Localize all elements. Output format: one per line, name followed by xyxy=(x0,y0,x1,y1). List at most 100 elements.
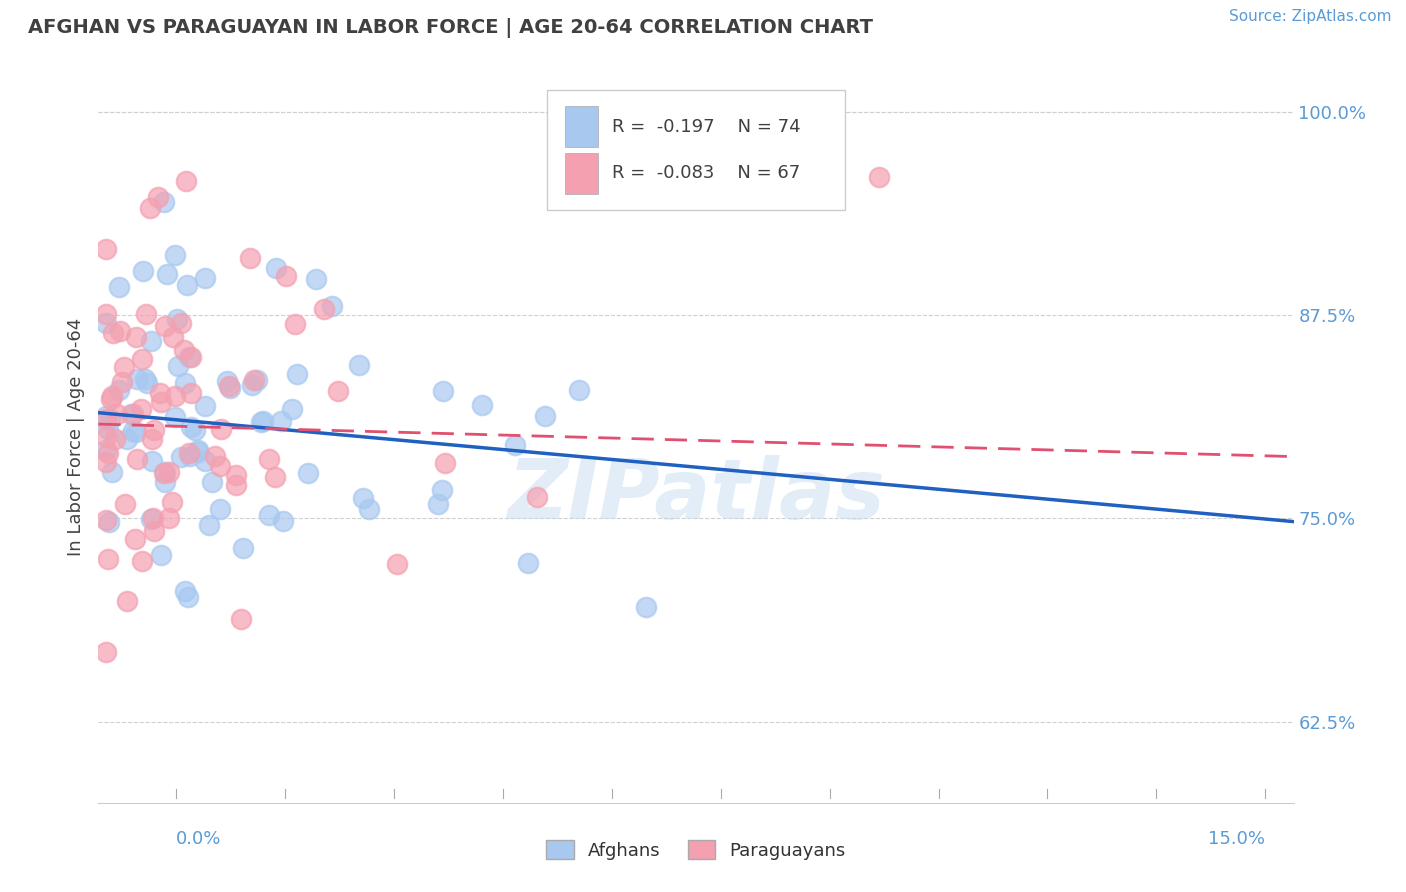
Point xyxy=(141,454,163,468)
Point xyxy=(125,425,148,439)
Point xyxy=(166,311,188,326)
Point xyxy=(173,583,195,598)
Point xyxy=(517,556,540,570)
Point xyxy=(264,260,287,275)
Point xyxy=(155,475,177,490)
Legend: Afghans, Paraguayans: Afghans, Paraguayans xyxy=(540,833,852,867)
Point xyxy=(240,377,263,392)
Point xyxy=(427,497,450,511)
Point xyxy=(101,389,124,403)
Point xyxy=(252,414,274,428)
Point xyxy=(141,512,163,526)
Point xyxy=(96,512,118,526)
Point xyxy=(124,533,146,547)
Point xyxy=(157,510,180,524)
Point xyxy=(167,359,190,373)
Point xyxy=(97,551,120,566)
Point xyxy=(250,416,273,430)
Point xyxy=(385,558,408,572)
Point xyxy=(177,446,200,460)
Point xyxy=(304,271,326,285)
Point xyxy=(194,270,217,285)
Point xyxy=(141,334,163,348)
Point xyxy=(105,407,128,421)
Point xyxy=(170,450,193,464)
Point xyxy=(98,411,121,425)
Point xyxy=(281,401,304,416)
Point xyxy=(180,350,202,364)
Point xyxy=(297,466,319,480)
Point xyxy=(165,410,187,425)
Point xyxy=(146,189,169,203)
Point xyxy=(162,329,184,343)
Point xyxy=(201,475,224,489)
Point xyxy=(174,376,197,391)
Point xyxy=(131,351,153,366)
Point xyxy=(121,424,143,438)
Text: 0.0%: 0.0% xyxy=(176,830,221,847)
Point xyxy=(471,398,494,412)
Point xyxy=(176,590,198,604)
Point xyxy=(270,414,292,428)
Point xyxy=(568,383,591,397)
Point xyxy=(176,277,198,292)
Point xyxy=(152,194,174,209)
Bar xyxy=(565,153,598,194)
Point xyxy=(104,432,127,446)
Point xyxy=(153,465,176,479)
Point xyxy=(193,400,215,414)
Point xyxy=(314,301,336,316)
Point xyxy=(187,444,209,458)
Point xyxy=(173,343,195,358)
Point xyxy=(257,452,280,467)
Point xyxy=(115,594,138,608)
Point xyxy=(153,319,176,334)
Point xyxy=(96,442,118,457)
Point xyxy=(259,508,281,522)
Point xyxy=(180,420,202,434)
Point xyxy=(170,316,193,330)
Text: AFGHAN VS PARAGUAYAN IN LABOR FORCE | AGE 20-64 CORRELATION CHART: AFGHAN VS PARAGUAYAN IN LABOR FORCE | AG… xyxy=(28,18,873,37)
Point xyxy=(139,201,162,215)
Point xyxy=(96,430,118,444)
Point xyxy=(100,392,122,406)
Point xyxy=(141,432,163,446)
Point xyxy=(115,433,138,447)
Point xyxy=(143,424,166,438)
Point xyxy=(142,524,165,538)
Point xyxy=(328,384,350,398)
Point xyxy=(225,467,247,482)
Point xyxy=(163,248,186,262)
Point xyxy=(96,307,118,321)
Point xyxy=(239,252,262,266)
Point xyxy=(135,307,157,321)
Point xyxy=(179,450,201,464)
Point xyxy=(229,612,252,626)
Point xyxy=(96,242,118,256)
Point xyxy=(101,465,124,479)
Point xyxy=(174,173,197,187)
Point xyxy=(533,409,555,423)
Point xyxy=(321,299,343,313)
Point xyxy=(198,518,221,533)
Point xyxy=(432,483,454,497)
Text: Source: ZipAtlas.com: Source: ZipAtlas.com xyxy=(1229,9,1392,24)
Point xyxy=(112,360,135,375)
Point xyxy=(209,502,232,516)
Point xyxy=(121,407,143,421)
Point xyxy=(217,374,239,388)
Point xyxy=(98,515,121,529)
Point xyxy=(526,490,548,504)
Point xyxy=(152,466,174,480)
Point xyxy=(101,326,124,341)
Point xyxy=(503,438,526,452)
Point xyxy=(114,497,136,511)
Point xyxy=(107,384,129,398)
Point xyxy=(149,395,172,409)
Point xyxy=(96,316,118,330)
Point xyxy=(125,372,148,386)
Point xyxy=(97,446,120,460)
Point xyxy=(634,599,657,614)
Point xyxy=(434,456,457,470)
Point xyxy=(357,501,380,516)
